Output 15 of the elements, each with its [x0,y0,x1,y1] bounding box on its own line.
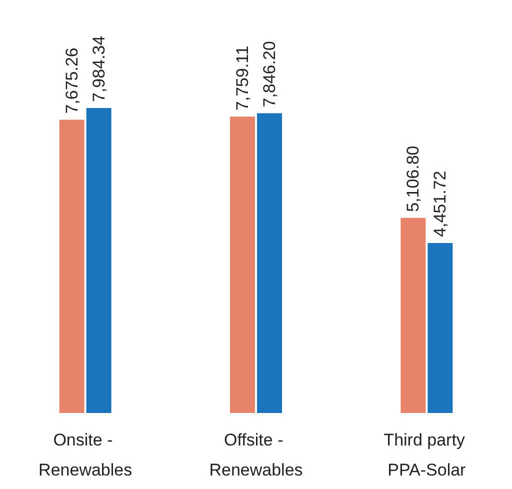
data-label: 7,984.34 [89,36,108,102]
data-label: 5,106.80 [404,146,423,212]
x-tick-label: Third party PPA-Solar [384,430,470,480]
data-label: 7,759.11 [233,46,252,111]
bar [400,218,426,413]
bar [428,242,453,413]
bar [257,113,282,413]
bar [230,116,255,413]
x-tick-label: Offsite - Renewables [209,430,303,480]
bar [59,120,84,413]
x-tick-label: Onsite - Renewables [38,430,132,480]
data-label: 7,675.26 [62,48,82,114]
data-label: 7,846.20 [260,41,279,108]
data-label: 4,451.72 [430,170,450,237]
bar [86,108,112,413]
